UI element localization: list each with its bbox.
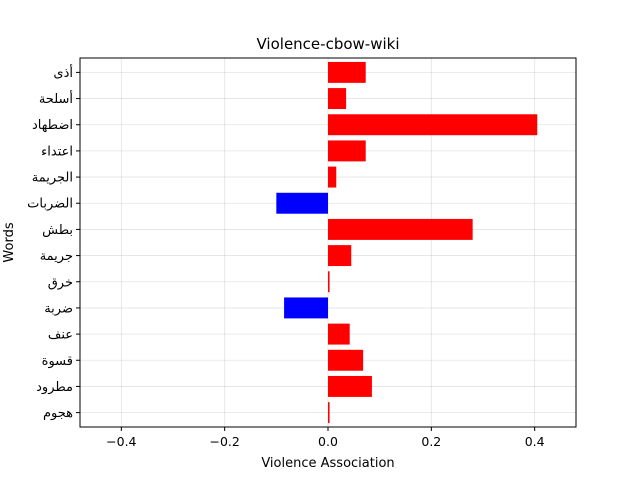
bar [328,61,366,83]
grid-lines [80,58,576,427]
x-tick-label: 0.0 [318,434,338,449]
bar [328,114,538,136]
bars [276,61,538,424]
y-tick-label: ضربة [44,301,73,316]
bar [276,192,328,214]
bar [284,297,328,319]
y-tick-label: مطرود [36,380,73,395]
bar [328,375,372,397]
bar [328,402,330,424]
y-tick-label: قسوة [42,354,73,369]
bar [328,323,350,345]
bar [328,349,364,371]
x-axis-label: Violence Association [261,456,394,471]
bar [328,218,473,240]
y-tick-label: أسلحة [39,90,73,107]
y-tick-label: بطش [42,223,73,238]
chart-title: Violence-cbow-wiki [257,35,400,53]
y-tick-label: الضربات [27,197,73,212]
bar [328,166,337,188]
y-axis-label: Words [2,222,17,262]
bar [328,245,352,267]
y-tick-label: هجوم [43,406,73,421]
y-tick-label: عنف [48,328,73,343]
x-tick-label: 0.2 [421,434,441,449]
y-tick-label: جريمة [40,249,73,264]
y-tick-label: اعتداء [41,144,73,159]
bar [328,88,347,110]
x-tick-label: −0.2 [209,434,239,449]
y-tick-label: اضطهاد [32,118,73,133]
bar [328,140,366,162]
x-tick-label: −0.4 [106,434,136,449]
y-tick-label: خرق [48,275,73,290]
x-tick-label: 0.4 [525,434,545,449]
y-tick-label: أذى [53,64,73,81]
x-ticks: −0.4 −0.2 0.0 0.2 0.4 [106,427,545,449]
y-tick-label: الجريمة [32,171,73,186]
bar [328,271,330,293]
y-ticks: أذى أسلحة اضطهاد اعتداء الجريمة الضربات بطش جري… [27,64,80,421]
